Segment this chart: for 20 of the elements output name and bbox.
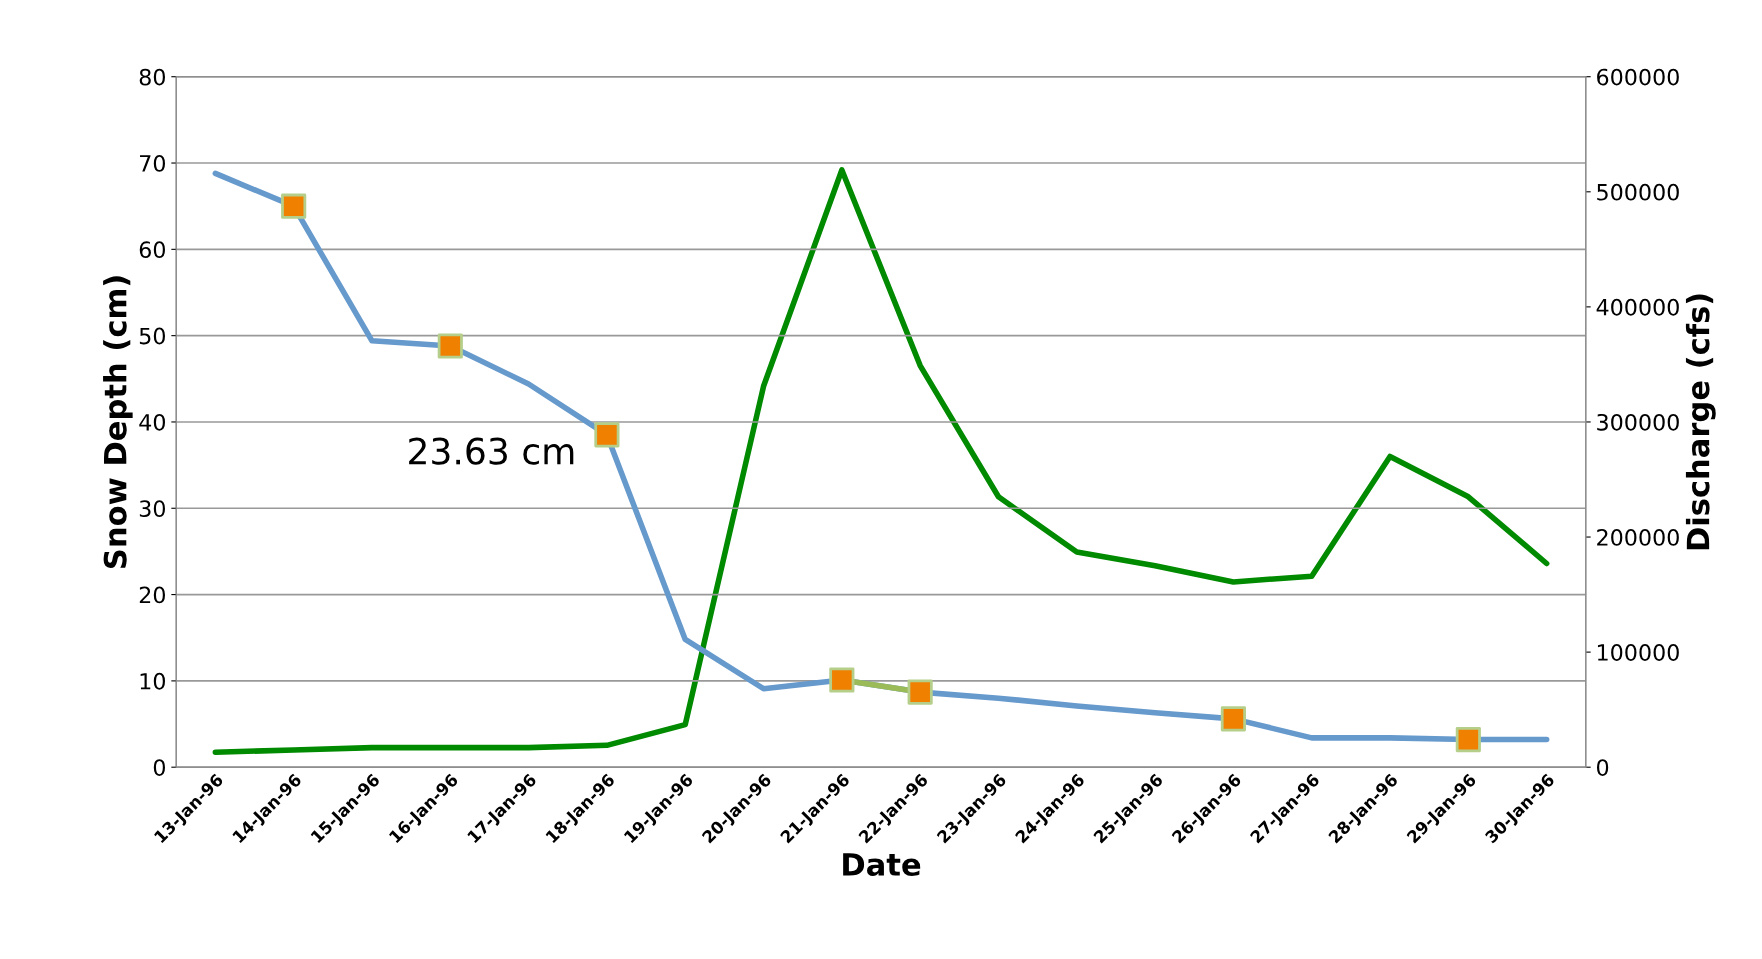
y-tick-label: 60 bbox=[139, 241, 165, 259]
y-tick-label: 30 bbox=[139, 500, 165, 518]
y-tick-label: 20 bbox=[139, 586, 165, 604]
y2-tick-label: 500000 bbox=[1597, 183, 1679, 201]
y-tick-label: 40 bbox=[139, 413, 165, 431]
y-tick-label: 50 bbox=[139, 327, 165, 345]
y2-tick-label: 0 bbox=[1596, 759, 1609, 776]
y2-tick-label: 100000 bbox=[1597, 644, 1679, 661]
y-tick-label: 70 bbox=[140, 154, 165, 172]
y2-tick-label: 300000 bbox=[1597, 413, 1679, 431]
y2-axis-title: Discharge (cfs) bbox=[1685, 294, 1716, 550]
y-axis-title: Snow Depth (cm) bbox=[103, 276, 133, 568]
y-tick-label: 80 bbox=[139, 68, 165, 86]
y-tick-label: 0 bbox=[153, 759, 165, 776]
y2-tick-label: 600000 bbox=[1597, 68, 1679, 86]
y-tick-label: 10 bbox=[140, 672, 165, 690]
y2-tick-label: 400000 bbox=[1596, 298, 1679, 316]
y2-tick-label: 200000 bbox=[1597, 528, 1679, 546]
x-axis-title: Date bbox=[843, 853, 921, 876]
annotation: 23.63 cm bbox=[409, 437, 574, 465]
